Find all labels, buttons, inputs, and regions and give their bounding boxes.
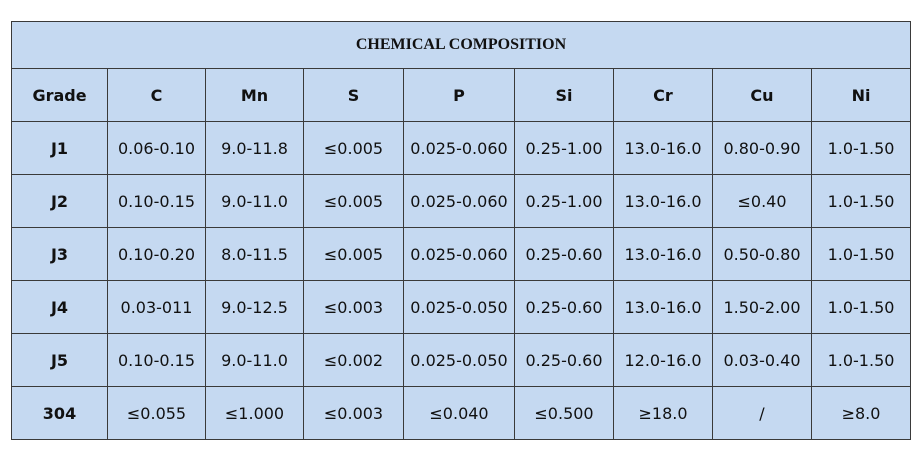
value-cell: 0.50-0.80 [712,227,812,281]
value-cell: 13.0-16.0 [613,227,713,281]
value-cell: ≥18.0 [613,386,713,440]
value-cell: 0.06-0.10 [107,121,206,175]
value-cell: 0.80-0.90 [712,121,812,175]
value-cell: 13.0-16.0 [613,174,713,228]
value-cell: 9.0-12.5 [205,280,304,334]
data-row: J1 0.06-0.10 9.0-11.8 ≤0.005 0.025-0.060 0.25… [11,121,911,175]
table-title: CHEMICAL COMPOSITION [11,21,911,69]
value-cell: 0.10-0.15 [107,174,206,228]
value-cell: 0.025-0.060 [403,227,515,281]
value-cell: 9.0-11.8 [205,121,304,175]
value-cell: 9.0-11.0 [205,174,304,228]
value-cell: 0.025-0.060 [403,121,515,175]
grade-cell: J1 [11,121,108,175]
grade-cell: J2 [11,174,108,228]
header-cell: Grade [11,68,108,122]
value-cell: 1.50-2.00 [712,280,812,334]
value-cell: 0.03-0.40 [712,333,812,387]
value-cell: ≤1.000 [205,386,304,440]
value-cell: 0.25-0.60 [514,280,614,334]
value-cell: 0.25-1.00 [514,174,614,228]
table-body: CHEMICAL COMPOSITION Grade C Mn S P Si Cr Cu Ni J1… [11,21,911,440]
value-cell: ≤0.003 [303,386,404,440]
value-cell: 0.025-0.050 [403,333,515,387]
value-cell: 13.0-16.0 [613,121,713,175]
grade-cell: J3 [11,227,108,281]
header-cell: Cu [712,68,812,122]
header-cell: S [303,68,404,122]
value-cell: ≤0.40 [712,174,812,228]
value-cell: 0.025-0.050 [403,280,515,334]
value-cell: 1.0-1.50 [811,280,911,334]
header-cell: C [107,68,206,122]
value-cell: 12.0-16.0 [613,333,713,387]
grade-cell: J5 [11,333,108,387]
header-cell: P [403,68,515,122]
value-cell: 0.025-0.060 [403,174,515,228]
data-row: J4 0.03-011 9.0-12.5 ≤0.003 0.025-0.050 0.25-… [11,280,911,334]
value-cell: ≤0.005 [303,121,404,175]
value-cell: ≤0.002 [303,333,404,387]
value-cell: 1.0-1.50 [811,121,911,175]
value-cell: 1.0-1.50 [811,333,911,387]
value-cell: 8.0-11.5 [205,227,304,281]
value-cell: ≤0.055 [107,386,206,440]
value-cell: 0.25-1.00 [514,121,614,175]
header-row: Grade C Mn S P Si Cr Cu Ni [11,68,911,122]
data-row: J3 0.10-0.20 8.0-11.5 ≤0.005 0.025-0.060 0.25… [11,227,911,281]
data-row: J5 0.10-0.15 9.0-11.0 ≤0.002 0.025-0.050 0.25… [11,333,911,387]
header-cell: Mn [205,68,304,122]
value-cell: 1.0-1.50 [811,227,911,281]
data-row: J2 0.10-0.15 9.0-11.0 ≤0.005 0.025-0.060 0.25… [11,174,911,228]
value-cell: ≤0.005 [303,227,404,281]
value-cell: ≤0.005 [303,174,404,228]
value-cell: 13.0-16.0 [613,280,713,334]
composition-table-wrap: CHEMICAL COMPOSITION Grade C Mn S P Si Cr Cu Ni J1… [11,21,911,440]
header-cell: Cr [613,68,713,122]
grade-cell: J4 [11,280,108,334]
value-cell: 0.25-0.60 [514,333,614,387]
header-cell: Ni [811,68,911,122]
value-cell: 0.10-0.20 [107,227,206,281]
value-cell: / [712,386,812,440]
value-cell: ≤0.040 [403,386,515,440]
composition-table: CHEMICAL COMPOSITION Grade C Mn S P Si Cr Cu Ni J1… [11,21,911,440]
value-cell: ≤0.003 [303,280,404,334]
value-cell: 0.10-0.15 [107,333,206,387]
grade-cell: 304 [11,386,108,440]
data-row: 304 ≤0.055 ≤1.000 ≤0.003 ≤0.040 ≤0.500 ≥18.0/≥… [11,386,911,440]
title-row: CHEMICAL COMPOSITION [11,21,911,69]
value-cell: ≥8.0 [811,386,911,440]
value-cell: 1.0-1.50 [811,174,911,228]
value-cell: 0.25-0.60 [514,227,614,281]
value-cell: 0.03-011 [107,280,206,334]
value-cell: 9.0-11.0 [205,333,304,387]
header-cell: Si [514,68,614,122]
value-cell: ≤0.500 [514,386,614,440]
